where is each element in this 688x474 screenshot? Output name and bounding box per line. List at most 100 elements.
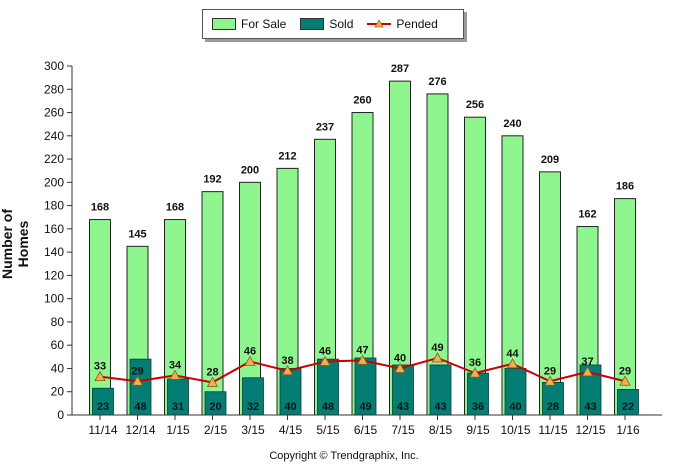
pended-marker — [319, 355, 331, 366]
for-sale-value-label: 256 — [466, 99, 484, 111]
for-sale-value-label: 240 — [503, 118, 521, 130]
sold-value-label: 48 — [134, 401, 146, 413]
y-tick-label: 20 — [51, 385, 65, 399]
pended-value-label: 29 — [619, 365, 631, 377]
sold-value-label: 49 — [359, 401, 371, 413]
for-sale-value-label: 260 — [353, 95, 371, 107]
legend-item-pended: Pended — [367, 17, 438, 31]
x-tick-label: 8/15 — [429, 423, 453, 437]
for-sale-value-label: 212 — [278, 150, 296, 162]
legend-label-pended: Pended — [396, 17, 438, 31]
y-tick-label: 280 — [44, 82, 64, 96]
legend-item-for-sale: For Sale — [212, 17, 286, 31]
pended-marker — [94, 370, 106, 382]
pended-value-label: 46 — [244, 345, 256, 357]
x-tick-label: 2/15 — [204, 423, 228, 437]
pended-marker — [244, 355, 256, 366]
pended-value-label: 33 — [94, 361, 106, 373]
pended-value-label: 29 — [131, 365, 143, 377]
for-sale-value-label: 287 — [391, 63, 409, 75]
sold-value-label: 48 — [322, 401, 334, 413]
copyright-footer: Copyright © Trendgraphix, Inc. — [269, 450, 419, 462]
y-tick-label: 60 — [51, 338, 65, 352]
pended-marker — [619, 375, 631, 386]
pended-value-label: 40 — [394, 352, 406, 364]
pended-line-icon — [367, 19, 392, 28]
x-tick-label: 9/15 — [466, 423, 490, 437]
legend-item-sold: Sold — [300, 17, 353, 31]
pended-marker — [544, 375, 556, 386]
x-tick-label: 3/15 — [241, 423, 265, 437]
y-tick-label: 120 — [44, 268, 64, 282]
sold-value-label: 23 — [97, 401, 109, 413]
sold-value-label: 20 — [209, 401, 221, 413]
pended-marker — [394, 362, 406, 373]
legend-label-sold: Sold — [329, 17, 354, 31]
y-tick-label: 220 — [44, 152, 64, 166]
pended-marker — [281, 364, 294, 376]
pended-marker — [469, 367, 481, 378]
sold-value-label: 31 — [172, 401, 184, 413]
legend: For Sale Sold Pended — [202, 9, 464, 39]
x-tick-label: 5/15 — [316, 423, 340, 437]
x-tick-label: 6/15 — [354, 423, 378, 437]
sold-value-label: 40 — [509, 401, 521, 413]
y-tick-label: 300 — [44, 59, 64, 73]
x-tick-label: 12/15 — [575, 423, 605, 437]
pended-marker — [356, 354, 369, 365]
x-tick-label: 1/15 — [166, 423, 190, 437]
for-sale-value-label: 200 — [241, 164, 259, 176]
pended-value-label: 28 — [206, 366, 218, 378]
pended-value-label: 47 — [356, 344, 368, 356]
y-tick-label: 140 — [44, 245, 64, 259]
y-tick-label: 180 — [44, 199, 64, 213]
for-sale-value-label: 237 — [316, 121, 334, 133]
pended-value-label: 49 — [431, 342, 443, 354]
y-tick-label: 240 — [44, 129, 64, 143]
pended-marker — [206, 376, 219, 387]
for-sale-value-label: 276 — [428, 76, 446, 88]
pended-marker — [431, 352, 444, 363]
sold-value-label: 32 — [247, 401, 259, 413]
x-tick-label: 11/15 — [538, 423, 567, 437]
x-tick-label: 4/15 — [279, 423, 303, 437]
pended-marker — [169, 369, 181, 380]
pended-marker — [131, 375, 144, 386]
for-sale-value-label: 186 — [616, 181, 634, 193]
pended-value-label: 44 — [506, 348, 519, 360]
for-sale-swatch — [212, 18, 236, 30]
for-sale-value-label: 145 — [128, 228, 146, 240]
y-axis-label: Number of Homes — [0, 209, 31, 279]
pended-marker — [581, 366, 594, 377]
sold-value-label: 43 — [397, 401, 409, 413]
y-tick-label: 0 — [57, 408, 64, 422]
for-sale-bar — [89, 219, 111, 416]
sold-value-label: 28 — [547, 401, 559, 413]
sold-value-label: 22 — [622, 401, 634, 413]
x-tick-label: 12/14 — [125, 423, 155, 437]
y-tick-label: 40 — [51, 361, 65, 375]
for-sale-value-label: 192 — [203, 174, 221, 186]
sold-swatch — [300, 18, 325, 30]
y-tick-label: 160 — [44, 222, 64, 236]
sold-value-label: 43 — [434, 401, 446, 413]
sold-value-label: 43 — [584, 401, 596, 413]
for-sale-value-label: 209 — [541, 154, 559, 166]
x-tick-label: 7/15 — [391, 423, 415, 437]
pended-value-label: 29 — [544, 365, 556, 377]
pended-marker — [506, 357, 519, 369]
y-tick-label: 200 — [44, 175, 64, 189]
for-sale-value-label: 162 — [578, 209, 596, 221]
y-tick-label: 100 — [44, 292, 64, 306]
x-tick-label: 10/15 — [500, 423, 530, 437]
pended-value-label: 36 — [469, 357, 481, 369]
for-sale-value-label: 168 — [166, 202, 184, 214]
x-tick-label: 1/16 — [616, 423, 640, 437]
pended-value-label: 46 — [319, 345, 331, 357]
sold-value-label: 40 — [284, 401, 296, 413]
y-tick-label: 260 — [44, 106, 64, 120]
sold-value-label: 36 — [472, 401, 484, 413]
y-tick-label: 80 — [51, 315, 65, 329]
